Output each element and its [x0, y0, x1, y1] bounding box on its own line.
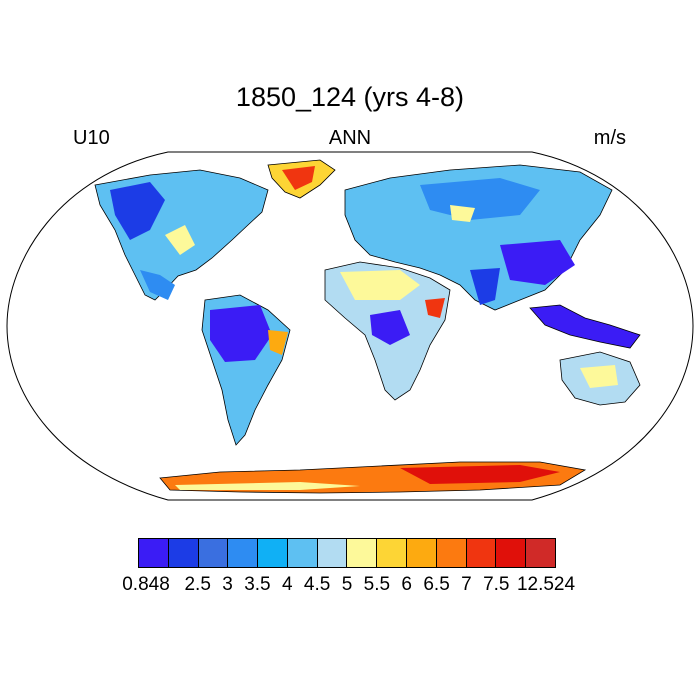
colorbar-swatch [436, 539, 467, 567]
central-asia-high [450, 205, 475, 222]
colorbar-swatch [168, 539, 199, 567]
colorbar-tick-label: 3 [222, 574, 233, 595]
north-america-high [165, 225, 195, 255]
colorbar-swatch [347, 539, 378, 567]
colorbar-swatch [496, 539, 527, 567]
china-low [500, 240, 575, 285]
colorbar-swatch [139, 539, 169, 567]
central-america-low [140, 270, 175, 300]
colorbar-tick-label: 4 [281, 574, 293, 595]
congo-low [370, 310, 410, 345]
colorbar-swatch [466, 539, 497, 567]
india-low [470, 268, 500, 305]
greenland-core [282, 166, 315, 190]
brazil-coast-high [268, 330, 288, 355]
north-america-low [110, 182, 165, 240]
colorbar-swatch [526, 539, 555, 567]
colorbar-swatch [287, 539, 318, 567]
australia-interior [580, 365, 618, 388]
antarctica-coast [175, 482, 360, 490]
units-label: m/s [593, 127, 626, 149]
colorbar-tick-label: 0.848 [122, 574, 170, 595]
colorbar-tick-label: 6 [401, 574, 412, 595]
sahara-mid [340, 270, 420, 300]
colorbar [138, 538, 556, 568]
antarctica-high [400, 465, 560, 484]
colorbar-swatch [258, 539, 288, 567]
variable-label: U10 [73, 127, 110, 149]
colorbar-labels: 0.848 2.5 3 3.5 4 4.5 5 5.5 6 6.5 7 7.5 12.524 [0, 574, 700, 598]
colorbar-tick-label: 4.5 [303, 574, 331, 595]
horn-of-africa-high [425, 298, 445, 318]
colorbar-swatch [228, 539, 259, 567]
colorbar-tick-label: 3.5 [244, 574, 271, 595]
colorbar-tick-label: 5.5 [363, 574, 391, 595]
maritime-continent [529, 304, 641, 349]
plot-title: 1850_124 (yrs 4-8) [235, 82, 465, 112]
colorbar-swatch [377, 539, 408, 567]
amazon-low [210, 305, 272, 362]
colorbar-tick-label: 7.5 [483, 574, 510, 595]
season-label: ANN [328, 127, 372, 149]
colorbar-tick-label: 6.5 [423, 574, 450, 595]
siberia-mid [420, 178, 540, 220]
colorbar-tick-label: 5 [341, 574, 353, 595]
colorbar-swatch [407, 539, 437, 567]
colorbar-swatch [198, 539, 229, 567]
colorbar-tick-label: 12.524 [516, 574, 576, 595]
colorbar-tick-label: 7 [461, 574, 472, 595]
colorbar-swatch [317, 539, 348, 567]
colorbar-tick-label: 2.5 [184, 574, 211, 595]
